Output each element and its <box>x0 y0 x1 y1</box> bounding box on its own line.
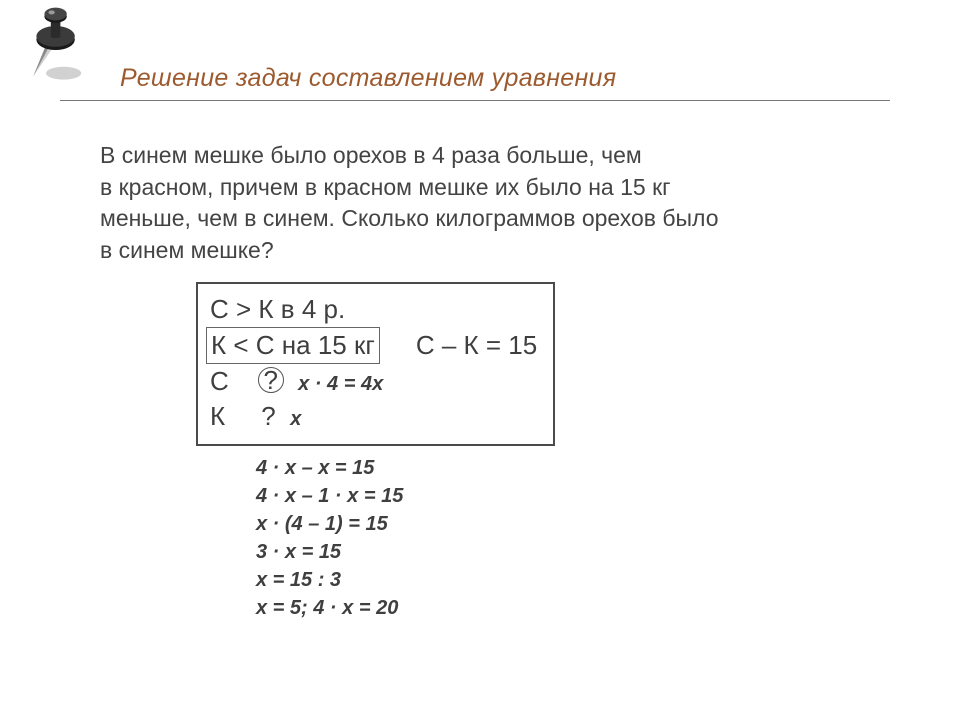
unknown-mark: ? <box>261 401 275 431</box>
problem-text: В синем мешке было орехов в 4 раза больш… <box>100 140 880 267</box>
solution-line: х = 5; 4 · х = 20 <box>256 594 403 622</box>
page-title: Решение задач составлением уравнения <box>120 64 616 93</box>
box-row: С > К в 4 р. <box>210 292 537 327</box>
solution-line: 4 · х – х = 15 <box>256 454 403 482</box>
problem-line: меньше, чем в синем. Сколько килограммов… <box>100 203 880 235</box>
slide: Решение задач составлением уравнения В с… <box>0 0 960 720</box>
equation: С – К = 15 <box>416 330 537 360</box>
solution-line: х = 15 : 3 <box>256 566 403 594</box>
expression: х · 4 = 4х <box>298 373 383 395</box>
var-label: К <box>210 401 225 431</box>
solution-line: 3 · х = 15 <box>256 538 403 566</box>
problem-line: В синем мешке было орехов в 4 раза больш… <box>100 140 880 172</box>
box-row: К < С на 15 кгС – К = 15 <box>210 327 537 364</box>
highlighted-relation: К < С на 15 кг <box>206 327 380 364</box>
solution-line: х · (4 – 1) = 15 <box>256 510 403 538</box>
box-row: К ? х <box>210 399 537 434</box>
divider <box>60 100 890 101</box>
expression: х <box>290 408 301 430</box>
circled-unknown: ? <box>258 367 284 393</box>
pushpin-icon <box>14 6 94 86</box>
work-box: С > К в 4 р. К < С на 15 кгС – К = 15 С … <box>196 282 555 446</box>
solution-line: 4 · х – 1 · х = 15 <box>256 482 403 510</box>
problem-line: в синем мешке? <box>100 235 880 267</box>
var-label: С <box>210 366 229 396</box>
box-row: С ? х · 4 = 4х <box>210 364 537 399</box>
problem-line: в красном, причем в красном мешке их был… <box>100 172 880 204</box>
solution-steps: 4 · х – х = 15 4 · х – 1 · х = 15 х · (4… <box>256 454 403 622</box>
